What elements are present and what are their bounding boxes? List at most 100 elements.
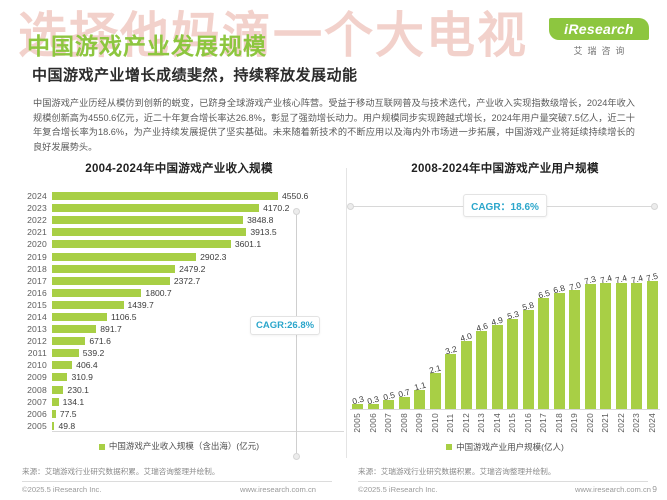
logo-wordmark: iResearch (549, 18, 649, 40)
revenue-bar-track: 310.9 (52, 372, 344, 382)
users-axis-year: 2020 (584, 413, 595, 433)
revenue-bar-year: 2008 (27, 384, 47, 395)
users-bar (615, 282, 627, 409)
revenue-legend-label: 中国游戏产业收入规模（含出海）(亿元) (108, 440, 260, 451)
revenue-bar-track: 671.6 (52, 336, 344, 346)
revenue-bar-track: 3913.5 (52, 227, 344, 237)
users-axis-year: 2013 (476, 413, 487, 433)
revenue-bar-year: 2019 (27, 251, 47, 262)
revenue-bar-track: 1439.7 (52, 300, 344, 310)
users-bar-column: 0.3 (366, 230, 380, 409)
users-bar-column: 2.1 (428, 230, 442, 409)
revenue-bar-year: 2006 (27, 408, 47, 419)
users-axis-labels: 2005 2006 2007 2008 2009 2010 2011 2012 2013 2014… (350, 413, 660, 433)
revenue-bar-track: 77.5 (52, 409, 344, 419)
users-bar (569, 289, 581, 409)
users-axis-year: 2018 (553, 413, 564, 433)
revenue-bar-year: 2007 (27, 396, 47, 407)
revenue-bar-row: 2022 3848.8 (16, 214, 344, 226)
revenue-bar-track: 2902.3 (52, 252, 344, 262)
revenue-bar (52, 300, 124, 309)
revenue-bar-row: 2005 49.8 (16, 420, 344, 432)
revenue-bar-track: 2372.7 (52, 276, 344, 286)
users-bar (429, 373, 441, 409)
url-left[interactable]: www.iresearch.com.cn (240, 485, 316, 494)
revenue-bar-track: 1800.7 (52, 288, 344, 298)
cagr-bracket-dot-top (293, 208, 300, 215)
revenue-bar-row: 2018 2479.2 (16, 263, 344, 275)
revenue-bar-track: 134.1 (52, 397, 344, 407)
revenue-bar (52, 264, 176, 273)
revenue-bar-year: 2010 (27, 360, 47, 371)
revenue-bar-track: 3848.8 (52, 215, 344, 225)
revenue-chart-panel: 2004-2024年中国游戏产业收入规模 2024 4550.6 2023 4170.… (14, 160, 344, 460)
revenue-bar-value: 3601.1 (234, 239, 262, 250)
revenue-bar (52, 276, 170, 285)
revenue-bar-value: 2372.7 (173, 275, 201, 286)
revenue-bar-value: 77.5 (59, 408, 77, 419)
users-bracket-dot-left (347, 203, 354, 210)
footer-rule-left (22, 481, 332, 482)
revenue-bar-year: 2023 (27, 203, 47, 214)
revenue-source-note: 来源：艾瑞游戏行业研究数据积累。艾瑞咨询整理并绘制。 (22, 467, 220, 476)
users-bar-column: 6.8 (552, 230, 566, 409)
users-bar-column: 7.4 (599, 230, 613, 409)
users-bar (460, 340, 472, 409)
revenue-bar-year: 2005 (27, 420, 47, 431)
revenue-bar-year: 2015 (27, 299, 47, 310)
revenue-axis-line (52, 430, 344, 432)
panel-divider (346, 168, 347, 458)
section-headline: 中国游戏产业增长成绩斐然，持续释放发展动能 (32, 67, 358, 84)
revenue-bar (52, 204, 260, 213)
revenue-bar (52, 349, 79, 358)
revenue-bar (52, 385, 64, 394)
url-right[interactable]: www.iresearch.com.cn (575, 485, 651, 494)
users-source-note: 来源：艾瑞游戏行业研究数据积累。艾瑞咨询整理并绘制。 (358, 467, 556, 476)
users-axis-year: 2009 (414, 413, 425, 433)
revenue-bar-value: 671.6 (89, 336, 111, 347)
revenue-bar-value: 310.9 (71, 372, 93, 383)
users-bar (522, 310, 534, 409)
revenue-bar-row: 2009 310.9 (16, 371, 344, 383)
users-bar-column: 4.9 (490, 230, 504, 409)
users-bar-column: 7.5 (645, 230, 659, 409)
revenue-bar-row: 2017 2372.7 (16, 275, 344, 287)
users-axis-year: 2007 (383, 413, 394, 433)
users-axis-year: 2024 (646, 413, 657, 433)
copyright-right: ©2025.5 iResearch Inc. (358, 485, 438, 494)
revenue-bar-track: 3601.1 (52, 239, 344, 249)
revenue-bar-row: 2023 4170.2 (16, 202, 344, 214)
revenue-bar-value: 3913.5 (250, 227, 277, 238)
users-axis-year: 2005 (352, 413, 362, 433)
revenue-bar-value: 406.4 (76, 360, 98, 371)
users-bar-column: 4.0 (459, 230, 473, 409)
users-bar-column: 0.5 (382, 230, 396, 409)
revenue-bar-track: 891.7 (52, 324, 344, 334)
users-bar-column: 5.8 (521, 230, 535, 409)
body-paragraph: 中国游戏产业历经从模仿到创新的蜕变，已跻身全球游戏产业核心阵营。受益于移动互联网… (33, 98, 635, 152)
revenue-bar-track: 1106.5 (52, 312, 344, 322)
users-bar (398, 397, 410, 409)
revenue-bar-row: 2007 134.1 (16, 396, 344, 408)
users-bar-column: 7.0 (568, 230, 582, 409)
revenue-bar-year: 2011 (27, 348, 47, 359)
revenue-bar (52, 337, 86, 346)
users-bar (383, 400, 395, 409)
revenue-bar-chart: 2024 4550.6 2023 4170.2 2022 3848.8 2021 3913.5… (14, 190, 344, 460)
revenue-bar-value: 539.2 (82, 348, 105, 359)
users-bar-column: 7.4 (630, 230, 644, 409)
users-bar-column: 5.3 (506, 230, 520, 409)
revenue-bar-value: 49.8 (58, 420, 76, 431)
revenue-bar (52, 325, 97, 334)
revenue-bar-year: 2022 (27, 215, 47, 226)
cagr-bracket-dot-bottom (293, 453, 300, 460)
revenue-bar-year: 2009 (27, 372, 47, 383)
revenue-bar-value: 1439.7 (127, 299, 154, 310)
users-bar-column: 0.7 (397, 230, 411, 409)
revenue-bar-row: 2006 77.5 (16, 408, 344, 420)
revenue-bar (52, 192, 278, 201)
users-axis-year: 2012 (460, 413, 471, 433)
users-bar (352, 403, 363, 409)
revenue-bar-track: 4170.2 (52, 203, 344, 213)
